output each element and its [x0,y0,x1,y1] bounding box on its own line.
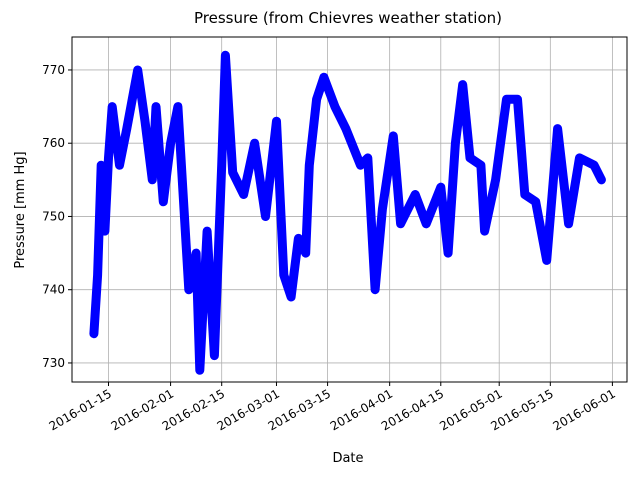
data-line [89,50,606,375]
plot-frame [71,36,628,383]
y-axis-label: Pressure [mm Hg] [13,151,28,268]
y-tick-label: 730 [42,356,65,370]
y-tick-label: 760 [42,136,65,150]
x-axis-label: Date [332,451,363,466]
y-tick-label: 740 [42,283,65,297]
x-tick-label: 2016-01-15 [47,386,114,433]
chart-title: Pressure (from Chievres weather station) [194,9,502,27]
y-tick-label: 770 [42,63,65,77]
y-tick-label: 750 [42,209,65,223]
x-tick-label: 2016-06-01 [550,386,617,433]
